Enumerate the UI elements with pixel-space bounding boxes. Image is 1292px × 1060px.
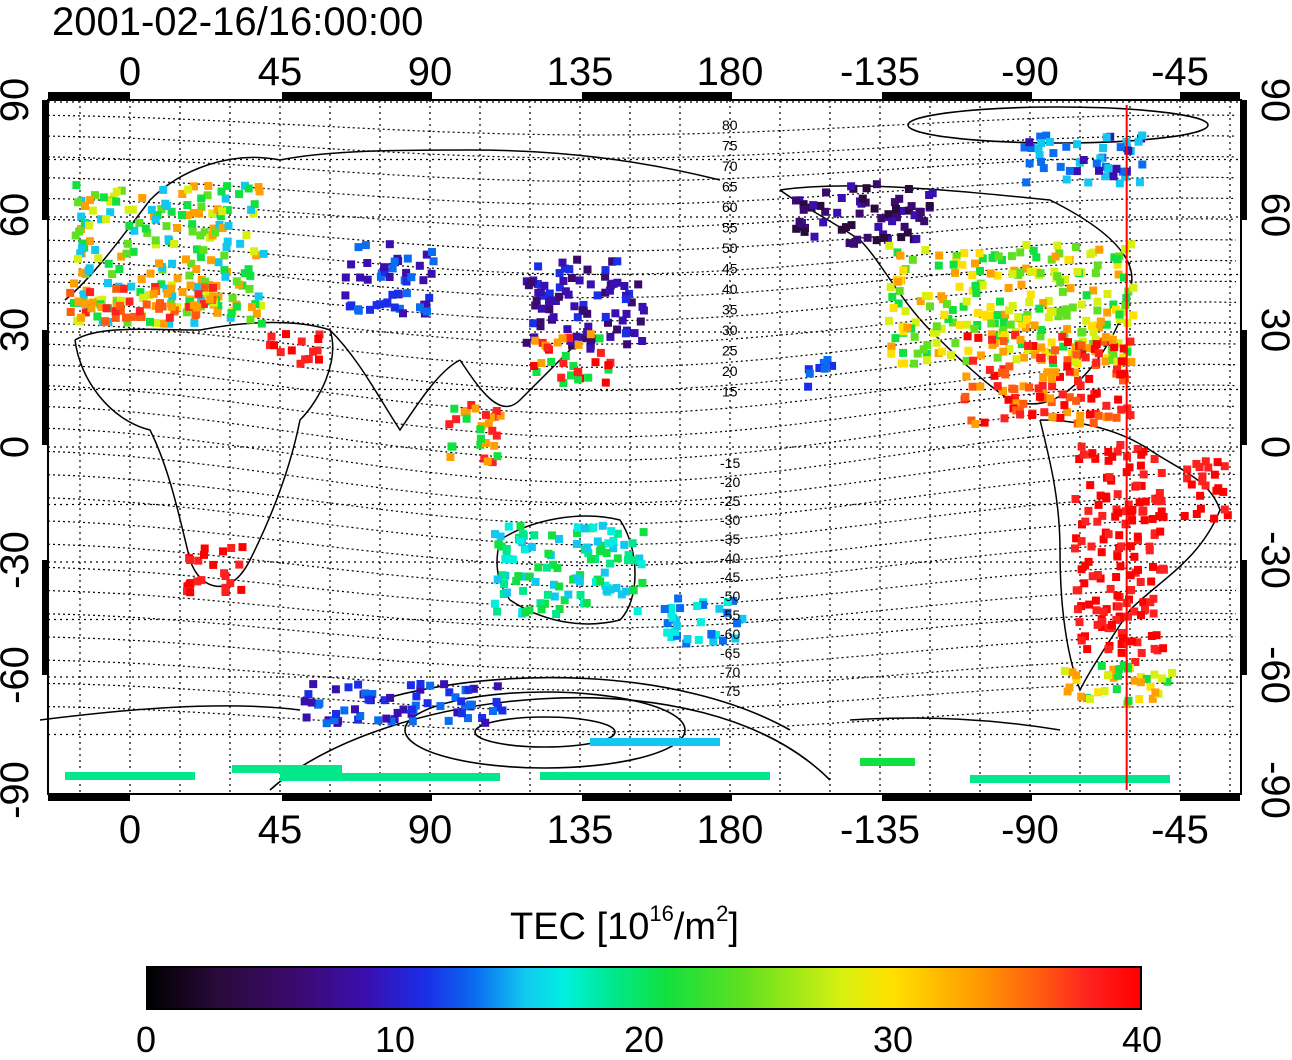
axis-tick-label: 30 <box>0 308 37 353</box>
contour-label: -35 <box>720 531 740 547</box>
contour-label: -30 <box>720 512 740 528</box>
axis-tick-label: 90 <box>1253 78 1292 123</box>
axis-tick-label: -60 <box>0 646 37 704</box>
tec-colorbar <box>146 966 1142 1010</box>
axis-tick-label: 45 <box>258 50 303 94</box>
contour-label: 30 <box>722 322 738 338</box>
contour-label: 70 <box>722 158 738 174</box>
contour-label: 80 <box>722 117 738 133</box>
axis-tick-label: 180 <box>697 808 764 852</box>
contour-label: 20 <box>722 363 738 379</box>
contour-label: 35 <box>722 302 738 318</box>
axis-tick-label: 90 <box>408 808 453 852</box>
contour-label: 65 <box>722 179 738 195</box>
axis-tick-label: 180 <box>697 50 764 94</box>
colorbar-tick: 20 <box>623 1019 665 1060</box>
contour-labels: 80 75 70 65 60 55 50 45 40 35 30 25 20 15 -15 -20 -25 -30… <box>720 117 740 699</box>
axis-tick-label: 135 <box>547 50 614 94</box>
contour-label: -55 <box>720 607 740 623</box>
colorbar-tick: 10 <box>374 1019 416 1060</box>
contour-label: -25 <box>720 493 740 509</box>
colorbar-title: TEC [1016/m2] <box>510 901 739 949</box>
axis-tick-label: -90 <box>0 761 37 819</box>
contour-label: 15 <box>722 384 738 400</box>
axis-tick-label: 45 <box>258 808 303 852</box>
contour-label: 75 <box>722 138 738 154</box>
axis-tick-label: 90 <box>0 78 37 123</box>
contour-label: -40 <box>720 550 740 566</box>
axis-tick-label: -90 <box>1253 761 1292 819</box>
axis-tick-label: -45 <box>1151 50 1209 94</box>
contour-label: -50 <box>720 588 740 604</box>
axis-tick-label: 0 <box>0 436 37 458</box>
map-timestamp: 2001-02-16/16:00:00 <box>52 0 424 44</box>
contour-label: -60 <box>720 626 740 642</box>
axis-tick-label: -135 <box>840 50 920 94</box>
contour-label: 45 <box>722 261 738 277</box>
contour-label: 55 <box>722 220 738 236</box>
axis-tick-label: 30 <box>1253 308 1292 353</box>
colorbar-tick: 40 <box>1121 1019 1163 1060</box>
axis-tick-label: -90 <box>1001 50 1059 94</box>
axis-tick-label: 90 <box>408 50 453 94</box>
contour-label: -45 <box>720 569 740 585</box>
contour-label: -15 <box>720 455 740 471</box>
contour-label: -70 <box>720 664 740 680</box>
axis-tick-label: 0 <box>1253 436 1292 458</box>
left-axis-labels: 90 60 30 0 -30 -60 -90 <box>0 78 37 819</box>
axis-tick-label: 0 <box>119 50 141 94</box>
tec-data-cells <box>65 131 1232 783</box>
contour-label: 25 <box>722 343 738 359</box>
axis-tick-label: 0 <box>119 808 141 852</box>
axis-tick-label: 60 <box>1253 193 1292 238</box>
axis-tick-label: -30 <box>0 531 37 589</box>
contour-label: 40 <box>722 281 738 297</box>
axis-tick-label: -90 <box>1001 808 1059 852</box>
axis-tick-label: -60 <box>1253 646 1292 704</box>
axis-tick-label: 135 <box>547 808 614 852</box>
right-axis-labels: 90 60 30 0 -30 -60 -90 <box>1253 78 1292 819</box>
contour-label: -75 <box>720 683 740 699</box>
contour-label: -65 <box>720 645 740 661</box>
axis-tick-label: 60 <box>0 193 37 238</box>
axis-bars <box>42 92 1247 801</box>
contour-label: -20 <box>720 474 740 490</box>
colorbar-tick: 0 <box>135 1019 157 1060</box>
contour-label: 60 <box>722 199 738 215</box>
bottom-axis-labels: 0 45 90 135 180 -135 -90 -45 <box>119 808 1209 852</box>
colorbar-tick: 30 <box>872 1019 914 1060</box>
axis-tick-label: -30 <box>1253 531 1292 589</box>
contour-label: 50 <box>722 240 738 256</box>
axis-tick-label: -135 <box>840 808 920 852</box>
axis-tick-label: -45 <box>1151 808 1209 852</box>
top-axis-labels: 0 45 90 135 180 -135 -90 -45 <box>119 50 1209 94</box>
